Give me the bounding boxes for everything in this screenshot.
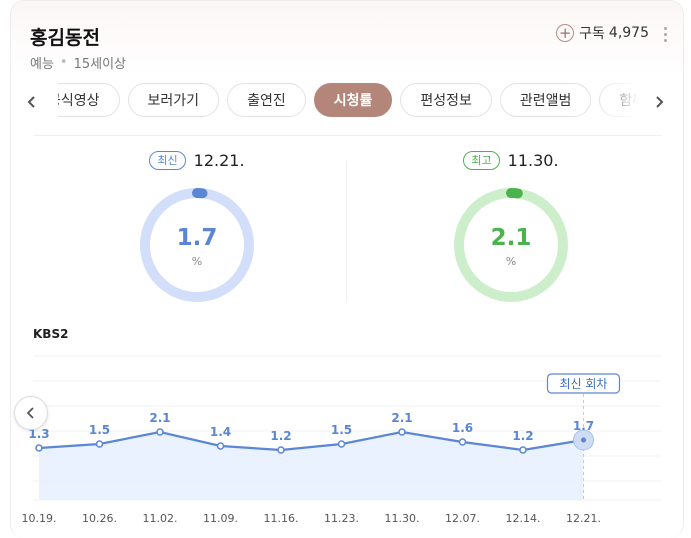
data-label: 1.2	[270, 429, 291, 443]
latest-unit: %	[191, 255, 203, 268]
x-tick-label: 10.26.	[82, 512, 117, 525]
x-tick-label: 12.14.	[506, 512, 541, 525]
x-tick-label: 11.30.	[385, 512, 420, 525]
latest-ring-arc	[140, 188, 254, 302]
ratings-card: 홍김동전 예능 • 15세이상 + 구독 4,975 공식영상보러가기출연진시청…	[10, 0, 684, 538]
highest-ring-chart	[454, 188, 568, 302]
genre-label: 예능	[30, 57, 54, 72]
data-point	[216, 442, 225, 450]
x-tick-label: 12.21.	[566, 512, 601, 525]
tab-fade	[598, 83, 638, 121]
x-tick-label: 11.23.	[324, 512, 359, 525]
latest-episode-callout-text: 최신 회차	[560, 377, 608, 391]
data-point	[95, 440, 104, 448]
highest-value: 2.1	[490, 225, 532, 251]
highest-rating-stat: 최고 11.30. 2.1 %	[411, 151, 611, 302]
latest-value: 1.7	[176, 225, 218, 251]
data-label: 2.1	[149, 411, 170, 425]
plus-icon: +	[556, 24, 575, 42]
data-label: 1.7	[573, 419, 594, 433]
tab-3[interactable]: 시청률	[313, 83, 393, 117]
channel-label: KBS2	[33, 327, 69, 341]
subscribe-label: 구독	[579, 26, 605, 42]
tabs-list: 공식영상보러가기출연진시청률편성정보관련앨범함께 볼	[58, 83, 638, 117]
tab-bar: 공식영상보러가기출연진시청률편성정보관련앨범함께 볼	[11, 83, 683, 121]
ratings-line-chart: 1.3 10.19. 1.5 10.26. 2.1 11.02. 1.4 11.09. 1.2 1…	[22, 355, 661, 525]
data-point	[519, 446, 527, 454]
latest-rating-stat: 최신 12.21. 1.7 %	[97, 151, 297, 302]
series-line	[38, 430, 584, 452]
data-point	[337, 440, 346, 448]
subscribe-button[interactable]: + 구독 4,975	[556, 23, 649, 43]
data-point	[277, 446, 285, 454]
data-label: 1.2	[512, 429, 533, 443]
data-label: 2.1	[391, 411, 412, 425]
latest-episode-callout	[546, 373, 621, 394]
data-label: 1.4	[210, 425, 231, 439]
x-tick-label: 10.19.	[22, 512, 57, 525]
data-label: 1.5	[331, 423, 352, 437]
latest-ring-chart	[140, 188, 254, 302]
data-point	[156, 428, 164, 436]
data-point	[35, 444, 43, 452]
divider	[33, 135, 661, 136]
subscriber-count: 4,975	[608, 25, 649, 41]
highest-date: 11.30.	[507, 151, 559, 170]
chevron-left-icon	[26, 407, 34, 419]
program-meta: 예능 • 15세이상	[30, 53, 126, 72]
program-title[interactable]: 홍김동전	[30, 27, 100, 49]
vertical-divider	[346, 161, 347, 301]
chart-prev-button[interactable]	[14, 396, 48, 430]
separator-dot: •	[59, 55, 68, 70]
data-label: 1.5	[89, 423, 110, 437]
tab-5[interactable]: 관련앨범	[499, 83, 592, 117]
x-tick-label: 11.09.	[203, 512, 238, 525]
x-tick-label: 12.07.	[445, 512, 480, 525]
tabs-viewport: 공식영상보러가기출연진시청률편성정보관련앨범함께 볼	[58, 83, 638, 121]
latest-badge: 최신	[149, 151, 186, 170]
more-options-icon[interactable]	[659, 27, 671, 47]
tab-4[interactable]: 편성정보	[400, 83, 492, 117]
x-tick-label: 11.02.	[143, 512, 178, 525]
x-tick-label: 11.16.	[264, 512, 299, 525]
chevron-left-icon[interactable]	[20, 90, 44, 114]
tab-2[interactable]: 출연진	[227, 83, 306, 117]
tab-0[interactable]: 공식영상	[58, 83, 120, 117]
highest-badge: 최고	[463, 151, 500, 170]
data-label: 1.6	[452, 421, 473, 435]
latest-date: 12.21.	[193, 151, 245, 170]
highest-unit: %	[505, 255, 517, 268]
data-point	[398, 428, 406, 436]
series-area	[39, 432, 584, 500]
chevron-right-icon[interactable]	[647, 90, 671, 114]
age-rating-label: 15세이상	[73, 57, 127, 72]
data-label: 1.3	[28, 427, 49, 441]
data-point	[458, 438, 467, 446]
data-point	[581, 437, 586, 443]
tab-1[interactable]: 보러가기	[127, 83, 220, 117]
highest-ring-arc	[454, 188, 568, 302]
